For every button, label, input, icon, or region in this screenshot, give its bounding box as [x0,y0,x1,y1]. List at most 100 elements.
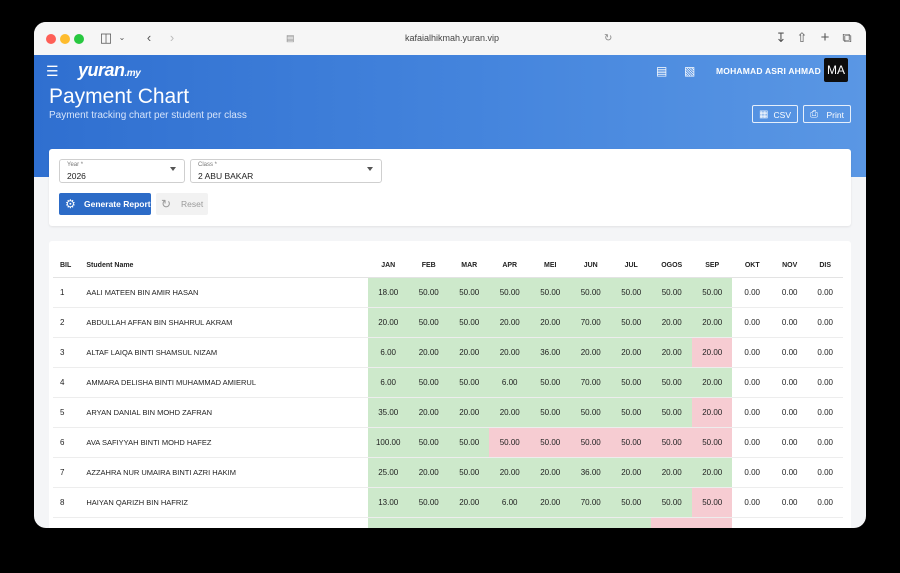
payment-cell: 50.00 [489,427,530,458]
printer-icon: ⎙ [810,109,818,120]
payment-cell: 20.00 [448,337,490,368]
payment-cell: 0.00 [732,337,772,368]
column-header-month[interactable]: SEP [691,253,733,278]
payment-cell: 0.00 [807,457,843,488]
payment-cell: 0.00 [807,367,843,398]
payment-cell: 25.00 [367,457,409,488]
page-title: Payment Chart [49,85,190,108]
payment-cell: 6.00 [489,487,530,518]
column-header-student-name[interactable]: Student Name [84,253,368,278]
user-name[interactable]: MOHAMAD ASRI AHMAD [716,66,821,76]
address-bar[interactable]: kafaialhikmah.yuran.vip [404,33,500,43]
payment-cell: 20.00 [691,517,733,528]
payment-cell: 0.00 [732,277,772,308]
payment-cell: 18.00 [367,277,409,308]
student-name: AMMARA DELISHA BINTI MUHAMMAD AMIERUL [84,367,368,398]
generate-report-button[interactable]: ⚙ Generate Report [59,193,151,215]
column-header-month[interactable]: OKT [732,253,772,278]
chat-icon[interactable]: ▤ [656,64,668,78]
payment-cell: 50.00 [570,277,611,308]
new-tab-icon[interactable]: + [820,29,830,46]
payment-table-card: BIL Student Name JAN FEB MAR APR MEI JUN JUL OG… [49,241,851,528]
app-logo[interactable]: yuran.my [78,60,141,80]
row-number: 5 [53,397,85,428]
payment-cell: 20.00 [489,337,530,368]
table-row: 3 ALTAF LAIQA BINTI SHAMSUL NIZAM 6.00 20.0… [53,337,843,368]
csv-button[interactable]: ▦ CSV [752,105,798,123]
payment-cell: 20.00 [448,397,490,428]
column-header-month[interactable]: OGOS [651,253,692,278]
table-row: 4 AMMARA DELISHA BINTI MUHAMMAD AMIERUL 6.… [53,367,843,398]
payment-cell: 6.00 [367,367,409,398]
payment-cell: 0.00 [732,307,772,338]
column-header-month[interactable]: JAN [367,253,409,278]
payment-cell: 50.00 [448,427,490,458]
payment-cell: 0.00 [771,397,808,428]
column-header-month[interactable]: FEB [408,253,449,278]
column-header-month[interactable]: JUN [570,253,611,278]
payment-cell: 0.00 [771,457,808,488]
menu-icon[interactable]: ☰ [46,63,59,79]
chevron-down-icon[interactable]: ⌄ [118,33,126,42]
payment-cell: 0.00 [771,367,808,398]
column-header-month[interactable]: JUL [610,253,652,278]
forward-icon[interactable]: › [169,30,175,45]
payment-cell: 0.00 [807,337,843,368]
row-number: 1 [53,277,85,308]
payment-cell: 20.00 [408,397,449,428]
payment-cell: 50.00 [651,277,692,308]
column-header-month[interactable]: MAR [448,253,490,278]
payment-cell: 50.00 [610,367,652,398]
payment-cell: 0.00 [732,487,772,518]
share-icon[interactable]: ⇧ [796,30,808,45]
avatar[interactable]: MA [824,58,848,82]
payment-cell: 50.00 [610,277,652,308]
reset-button[interactable]: ↻ Reset [156,193,208,215]
payment-cell: 50.00 [570,427,611,458]
column-header-bil[interactable]: BIL [53,253,85,278]
column-header-month[interactable]: APR [489,253,530,278]
gear-icon: ⚙ [65,197,76,211]
payment-cell: 50.00 [529,277,571,308]
payment-cell: 0.00 [771,307,808,338]
reset-icon: ↻ [161,197,172,211]
reload-icon[interactable]: ↻ [604,33,613,44]
minimize-window-button[interactable] [60,34,70,44]
payment-cell: 20.00 [651,457,692,488]
zoom-window-button[interactable] [74,34,84,44]
payment-cell: 50.00 [691,487,733,518]
chevron-down-icon [367,167,373,171]
payment-cell: 0.00 [732,427,772,458]
download-icon[interactable]: ↧ [775,30,787,45]
tab-overview-icon[interactable]: ⧉ [842,30,852,45]
payment-cell: 50.00 [610,487,652,518]
print-button[interactable]: ⎙ Print [803,105,851,123]
table-row: 7 AZZAHRA NUR UMAIRA BINTI AZRI HAKIM 25.0… [53,457,843,488]
column-header-month[interactable]: NOV [771,253,808,278]
student-name: ALTAF LAIQA BINTI SHAMSUL NIZAM [84,337,368,368]
student-name: IMAN ALEA ARIANA BINTI AHMAD FAIZ [84,517,368,528]
back-icon[interactable]: ‹ [146,30,152,45]
payment-cell: 50.00 [448,457,490,488]
column-header-month[interactable]: MEI [529,253,571,278]
payment-cell: 20.00 [610,337,652,368]
payment-cell: 0.00 [771,337,808,368]
class-select[interactable]: Class * 2 ABU BAKAR [190,159,382,183]
payment-cell: 50.00 [651,397,692,428]
translate-icon[interactable]: ▧ [684,64,696,78]
table-row: 2 ABDULLAH AFFAN BIN SHAHRUL AKRAM 20.00 50… [53,307,843,338]
payment-cell: 50.00 [408,427,449,458]
year-select[interactable]: Year * 2026 [59,159,185,183]
payment-cell: 20.00 [408,337,449,368]
row-number: 3 [53,337,85,368]
page-subtitle: Payment tracking chart per student per c… [49,110,247,121]
column-header-month[interactable]: DIS [807,253,843,278]
payment-cell: 0.00 [807,397,843,428]
payment-cell: 20.00 [691,367,733,398]
table-row: 5 ARYAN DANIAL BIN MOHD ZAFRAN 35.00 20.00 2… [53,397,843,428]
close-window-button[interactable] [46,34,56,44]
payment-cell: 20.00 [691,307,733,338]
row-number: 7 [53,457,85,488]
page-info-icon[interactable]: ▤ [286,33,295,43]
sidebar-toggle-icon[interactable]: ◫ [99,30,113,45]
